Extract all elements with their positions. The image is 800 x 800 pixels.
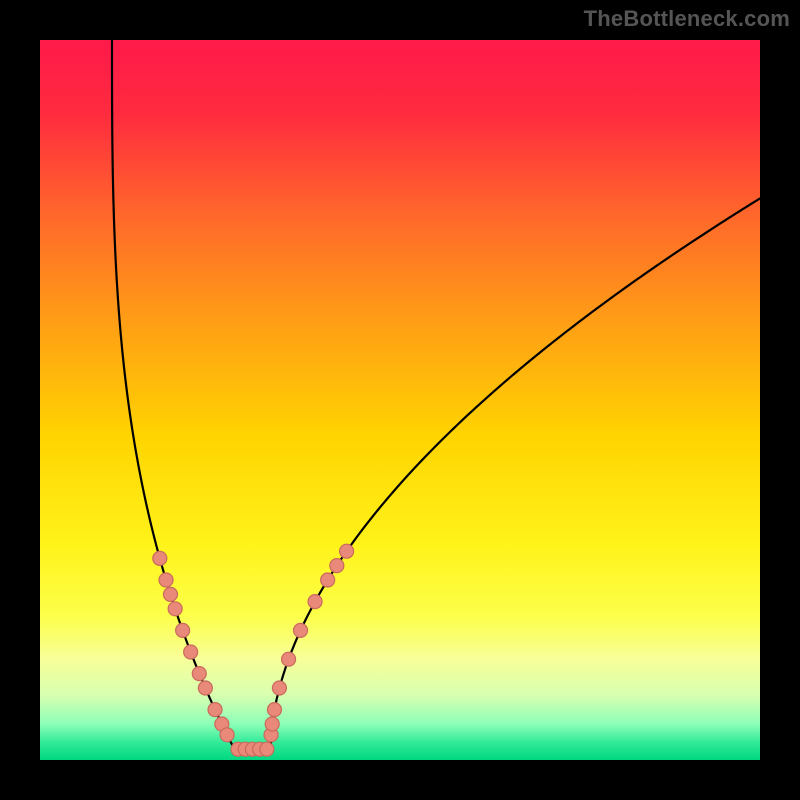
- data-marker: [282, 652, 296, 666]
- chart-svg: [0, 0, 800, 800]
- data-marker: [330, 559, 344, 573]
- watermark-text: TheBottleneck.com: [584, 6, 790, 32]
- data-marker: [272, 681, 286, 695]
- data-marker: [176, 623, 190, 637]
- data-marker: [198, 681, 212, 695]
- data-marker: [220, 728, 234, 742]
- data-marker: [159, 573, 173, 587]
- data-marker: [260, 742, 274, 756]
- data-marker: [267, 703, 281, 717]
- data-marker: [208, 703, 222, 717]
- data-marker: [192, 667, 206, 681]
- data-marker: [168, 602, 182, 616]
- data-marker: [321, 573, 335, 587]
- data-marker: [153, 551, 167, 565]
- data-marker: [184, 645, 198, 659]
- data-marker: [265, 717, 279, 731]
- data-marker: [163, 587, 177, 601]
- data-marker: [294, 623, 308, 637]
- chart-frame: TheBottleneck.com: [0, 0, 800, 800]
- gradient-background: [40, 40, 760, 760]
- data-marker: [340, 544, 354, 558]
- data-marker: [308, 595, 322, 609]
